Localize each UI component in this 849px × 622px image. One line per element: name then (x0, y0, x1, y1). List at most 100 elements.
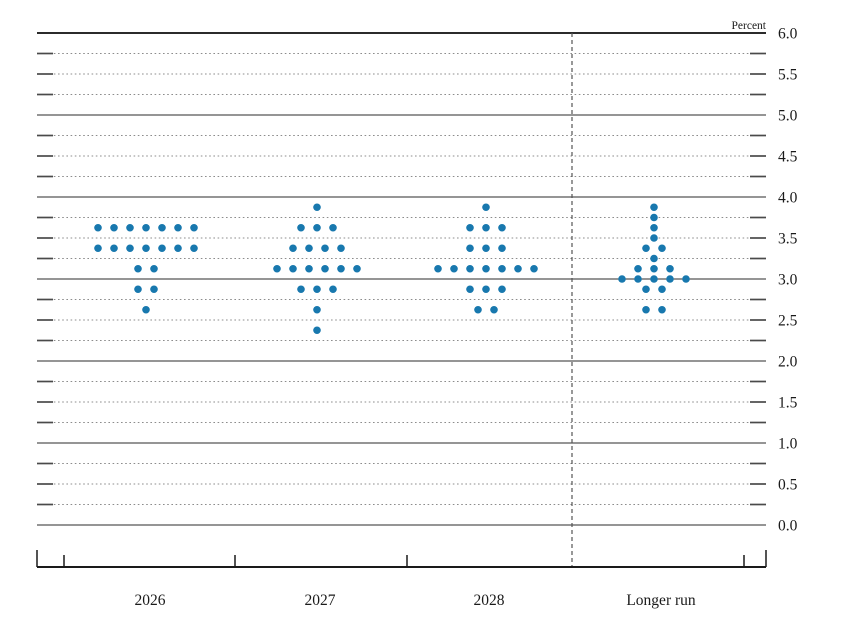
projection-dot (666, 264, 674, 273)
projection-dot (273, 264, 281, 273)
projection-dot (313, 305, 321, 314)
projection-dot (337, 244, 345, 253)
projection-dot (329, 223, 337, 232)
projection-dot (110, 223, 118, 232)
projection-dot (313, 223, 321, 232)
y-axis-label: 0.5 (778, 477, 798, 494)
projection-dot (658, 305, 666, 314)
y-axis-label: 4.5 (778, 149, 798, 166)
projection-dot (650, 213, 658, 222)
projection-dot (142, 305, 150, 314)
projection-dot (642, 305, 650, 314)
dots-group (94, 203, 690, 335)
x-axis-label: 2026 (135, 592, 166, 609)
projection-dot (658, 285, 666, 294)
projection-dot (289, 264, 297, 273)
projection-dot (618, 275, 626, 283)
projection-dot (466, 244, 474, 253)
projection-dot (482, 264, 490, 273)
projection-dot (466, 223, 474, 232)
projection-dot (313, 203, 321, 212)
x-axis-label: Longer run (626, 592, 696, 609)
projection-dot (650, 254, 658, 263)
projection-dot (466, 264, 474, 273)
projection-dot (329, 285, 337, 294)
projection-dot (321, 264, 329, 273)
projection-dot (313, 285, 321, 294)
projection-dot (634, 275, 642, 283)
projection-dot (650, 234, 658, 242)
y-axis-label: 5.5 (778, 67, 798, 84)
projection-dot (642, 285, 650, 294)
y-axis-label: 6.0 (778, 26, 798, 43)
projection-dot (134, 285, 142, 294)
projection-dot (482, 203, 490, 212)
projection-dot (158, 223, 166, 232)
projection-dot (174, 223, 182, 232)
y-axis-label: 2.5 (778, 313, 798, 330)
projection-dot (474, 305, 482, 314)
projection-dot (313, 326, 321, 335)
labels-group: 6.0 5.5 5.0 4.5 4.0 3.5 3.0 2.5 2.0 1.5 1.0 0.5 0.0 2… (135, 26, 798, 610)
axis-group (36, 33, 767, 568)
projection-dot (498, 264, 506, 273)
projection-dot (158, 244, 166, 253)
x-axis-label: 2027 (305, 592, 336, 609)
projection-dot (434, 264, 442, 273)
y-axis-label: 3.5 (778, 231, 798, 248)
projection-dot (498, 244, 506, 253)
projection-dot (514, 264, 522, 273)
projection-dot (530, 264, 538, 273)
projection-dot (482, 223, 490, 232)
y-axis-label: 3.0 (778, 272, 798, 289)
projection-dot (150, 285, 158, 294)
projection-dot (142, 223, 150, 232)
projection-dot (482, 285, 490, 294)
projection-dot (682, 275, 690, 283)
projection-dot (337, 264, 345, 273)
projection-dot (650, 203, 658, 212)
projection-dot (305, 264, 313, 273)
projection-dot (498, 285, 506, 294)
projection-dot (126, 244, 134, 253)
projection-dot (450, 264, 458, 273)
x-axis-label: 2028 (474, 592, 505, 609)
projection-dot (110, 244, 118, 253)
projection-dot (658, 244, 666, 253)
y-axis-label: 4.0 (778, 190, 798, 207)
projection-dot (634, 264, 642, 273)
projection-dot (174, 244, 182, 253)
projection-dot (650, 264, 658, 273)
projection-dot (490, 305, 498, 314)
y-axis-label: 0.0 (778, 518, 798, 535)
y-axis-label: 2.0 (778, 354, 798, 371)
projection-dot (650, 223, 658, 232)
projection-dot (289, 244, 297, 253)
y-axis-label: 1.5 (778, 395, 798, 412)
projection-dot (353, 264, 361, 273)
projection-dot (190, 223, 198, 232)
projection-dot (321, 244, 329, 253)
projection-dot (134, 264, 142, 273)
projection-dot (305, 244, 313, 253)
projection-dot (150, 264, 158, 273)
projection-dot (642, 244, 650, 253)
projection-dot (498, 223, 506, 232)
projection-dot (666, 275, 674, 283)
projection-dot (482, 244, 490, 253)
projection-dot (297, 223, 305, 232)
projection-dot (142, 244, 150, 253)
y-axis-label: 5.0 (778, 108, 798, 125)
projection-dot (126, 223, 134, 232)
projection-dot (190, 244, 198, 253)
projection-dot (94, 244, 102, 253)
projection-dot (650, 275, 658, 283)
projection-dot (466, 285, 474, 294)
y-axis-title: Percent (732, 20, 767, 32)
gridlines-group (37, 32, 766, 526)
projection-dot (297, 285, 305, 294)
projection-dot (94, 223, 102, 232)
y-axis-label: 1.0 (778, 436, 798, 453)
